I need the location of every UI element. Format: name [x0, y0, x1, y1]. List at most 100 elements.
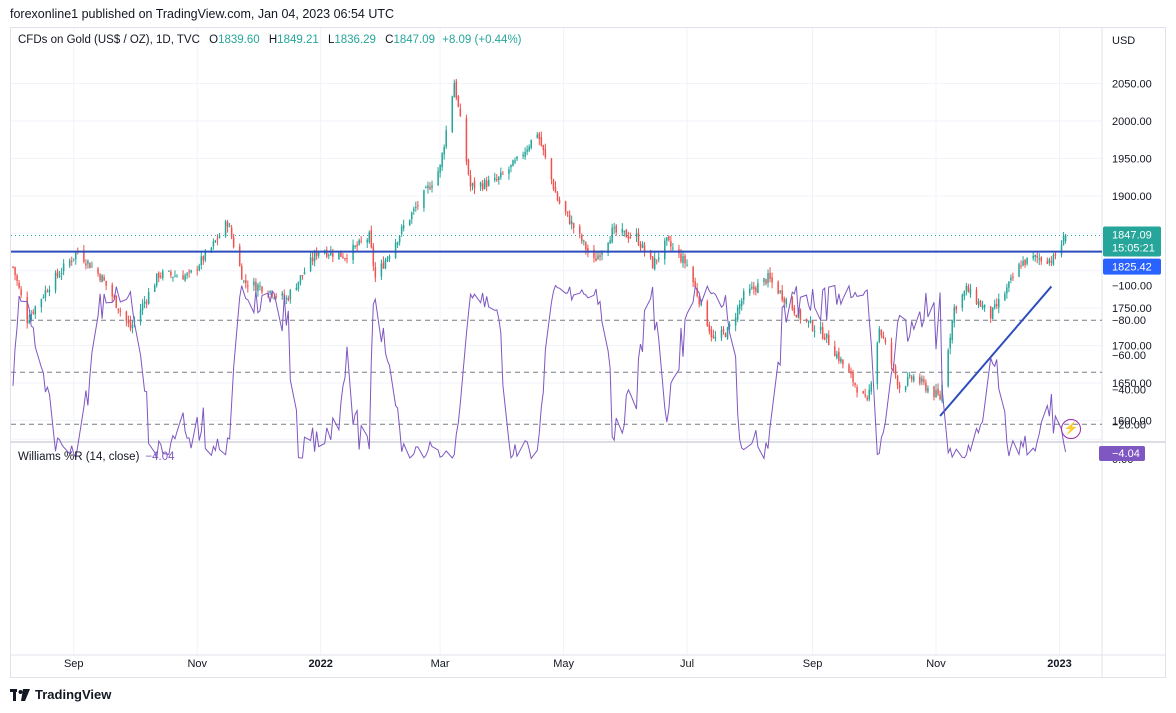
candle-body [467, 159, 470, 175]
candles [12, 78, 1067, 404]
candle-body [935, 389, 937, 398]
candle-body [995, 303, 998, 306]
candle-body [742, 291, 745, 301]
candle-body [862, 391, 864, 394]
candle-body [684, 255, 686, 264]
candle-body [303, 272, 306, 275]
candle-body [16, 275, 18, 282]
candle-body [198, 265, 201, 271]
candle-body [664, 240, 666, 260]
candle-body [496, 179, 498, 181]
candle-body [722, 329, 725, 332]
candle-body [625, 229, 628, 238]
candle-body [356, 244, 358, 247]
candle-body [508, 169, 510, 175]
candle-body [805, 319, 808, 321]
candle-body [868, 389, 870, 400]
candle-body [243, 280, 245, 282]
candle-body [273, 297, 275, 299]
footer-brand[interactable]: TradingView [10, 687, 111, 702]
price-tick-label: 1950.00 [1112, 153, 1152, 165]
williams-tick-label: −60.00 [1112, 350, 1146, 362]
candle-body [623, 230, 626, 232]
candle-body [738, 304, 741, 310]
candle-body [641, 243, 644, 248]
candle-body [413, 208, 415, 211]
williams-value-badge-text: −4.04 [1112, 448, 1140, 460]
candle-body [238, 246, 241, 267]
candle-body [315, 250, 318, 257]
candle-body [570, 221, 573, 225]
candle-body [779, 290, 781, 293]
candle-body [785, 299, 787, 305]
candle-body [720, 330, 723, 338]
candle-body [411, 212, 413, 220]
candle-body [769, 272, 771, 280]
candle-body [840, 358, 842, 362]
candle-body [247, 285, 249, 287]
high-label: H [268, 34, 278, 46]
candle-body [572, 223, 575, 228]
candle-body [372, 246, 375, 267]
candle-body [799, 310, 802, 320]
candle-body [989, 306, 992, 319]
candle-body [469, 174, 472, 187]
candle-body [445, 130, 447, 147]
candle-body [850, 371, 852, 375]
candle-body [904, 386, 907, 390]
candle-body [105, 280, 107, 286]
candle-body [168, 270, 170, 272]
lightning-icon[interactable]: ⚡ [1061, 419, 1081, 439]
candle-body [1062, 235, 1065, 246]
indicator-name: Williams %R (14, close) [18, 451, 140, 463]
candle-body [437, 171, 439, 186]
candle-body [212, 241, 215, 247]
candle-body [253, 281, 255, 286]
candle-body [188, 271, 190, 273]
candle-body [728, 324, 731, 327]
candle-body [653, 258, 656, 270]
last-price-badge [1103, 226, 1161, 257]
line-badge [1103, 258, 1161, 275]
candle-body [710, 329, 713, 337]
candle-body [147, 292, 150, 304]
candle-body [791, 297, 794, 310]
candle-body [72, 258, 75, 260]
candle-body [581, 234, 583, 242]
candle-body [174, 275, 176, 277]
candle-body [524, 152, 526, 157]
candle-body [912, 376, 915, 381]
time-tick-label: Nov [926, 658, 946, 670]
symbol-legend[interactable]: CFDs on Gold (US$ / OZ), 1D, TVC O1839.6… [18, 34, 522, 46]
candle-body [834, 346, 836, 357]
close-label: C [385, 34, 394, 46]
candle-body [751, 287, 753, 289]
candle-body [757, 283, 759, 294]
indicator-value: −4.04 [145, 451, 175, 463]
candle-body [332, 253, 334, 257]
candle-body [338, 252, 340, 260]
candle-body [297, 281, 300, 289]
candle-body [40, 299, 43, 308]
candle-body [423, 190, 425, 208]
candle-body [706, 301, 709, 327]
candle-body [141, 303, 144, 311]
price-tick-label: 1650.00 [1112, 378, 1152, 390]
candle-body [299, 275, 302, 283]
candle-body [595, 258, 597, 262]
candle-body [898, 385, 901, 389]
candle-body [1024, 259, 1026, 266]
candle-body [649, 250, 652, 258]
candle-body [627, 236, 630, 239]
candle-body [202, 256, 205, 261]
candle-body [425, 187, 427, 189]
candle-body [823, 337, 826, 340]
candle-body [540, 137, 543, 146]
candle-body [255, 282, 257, 291]
indicator-legend[interactable]: Williams %R (14, close) −4.04 [18, 451, 175, 463]
candle-body [599, 255, 601, 257]
time-tick-label: Mar [431, 658, 450, 670]
candle-body [809, 319, 812, 323]
candle-body [70, 260, 73, 262]
